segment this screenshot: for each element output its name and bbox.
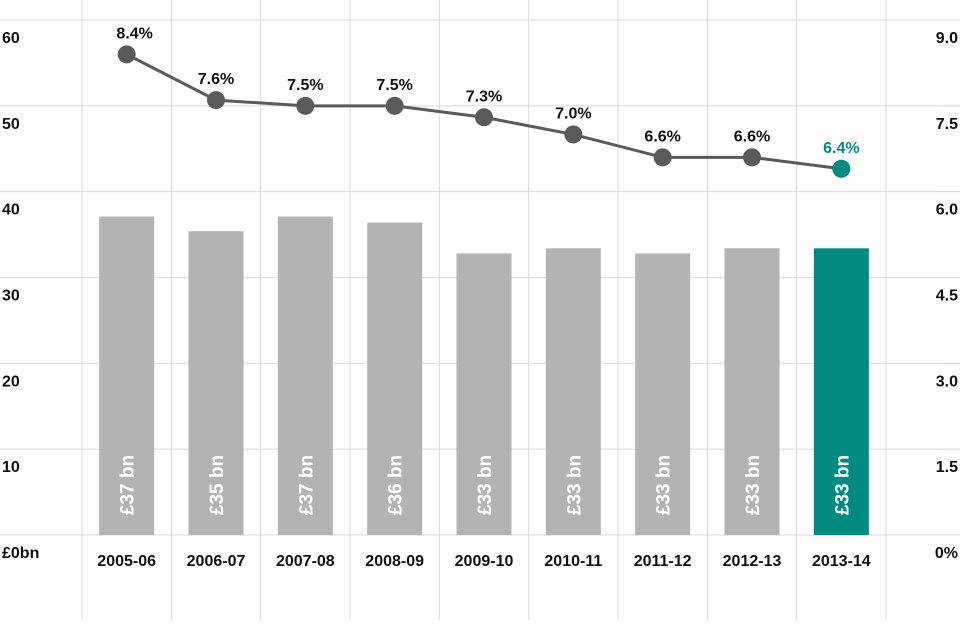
x-tick-label: 2007-08	[276, 553, 335, 570]
bar-label: £33 bn	[564, 455, 585, 515]
y2-tick-label: 1.5	[936, 459, 958, 476]
y2-tick-label: 7.5	[936, 116, 958, 133]
bar	[367, 222, 423, 536]
y2-tick-label: 6.0	[936, 202, 958, 219]
x-tick-label: 2006-07	[187, 553, 246, 570]
point-label: 7.6%	[198, 71, 234, 88]
point	[296, 96, 315, 115]
point-label: 8.4%	[116, 25, 152, 42]
bar-label: £33 bn	[832, 455, 853, 515]
x-tick-label: 2009-10	[455, 553, 514, 570]
bar-label: £36 bn	[386, 455, 407, 515]
bar-label: £37 bn	[118, 455, 139, 515]
point-label: 6.6%	[734, 128, 770, 145]
x-tick-label: 2011-12	[634, 553, 692, 570]
point-label: 7.0%	[555, 105, 591, 122]
bar-label: £33 bn	[743, 455, 764, 515]
y-tick-label: 10	[2, 459, 20, 476]
point	[832, 159, 851, 178]
point-label: 7.5%	[376, 77, 412, 94]
point	[653, 148, 672, 167]
bar	[635, 253, 691, 535]
bar	[724, 248, 780, 536]
x-tick-label: 2008-09	[365, 553, 424, 570]
x-tick-label: 2013-14	[812, 553, 871, 570]
y2-tick-label: 9.0	[936, 30, 958, 47]
bar	[277, 216, 333, 535]
point	[207, 91, 225, 110]
y2-tick-label: 0%	[935, 545, 958, 562]
y2-tick-label: 3.0	[936, 373, 958, 390]
point-label: 7.5%	[287, 77, 323, 94]
y-tick-label: 40	[2, 202, 20, 219]
y-tick-label: £0bn	[2, 545, 39, 562]
bar-label: £33 bn	[654, 455, 675, 515]
x-tick-label: 2010-11	[544, 553, 602, 570]
y-tick-label: 60	[2, 30, 20, 47]
y-tick-label: 20	[2, 373, 20, 390]
bar-label: £33 bn	[475, 455, 496, 515]
point	[385, 96, 404, 115]
bar	[813, 248, 869, 536]
bar	[99, 216, 155, 535]
y-tick-label: 50	[2, 116, 20, 133]
x-tick-label: 2005-06	[97, 553, 156, 570]
point	[564, 125, 583, 144]
point-label: 6.6%	[644, 128, 680, 145]
bar	[545, 248, 601, 536]
bar-label: £37 bn	[296, 455, 317, 515]
point-label: 7.3%	[466, 88, 502, 105]
point-label: 6.4%	[823, 140, 859, 157]
bar	[456, 253, 512, 535]
bar-label: £35 bn	[207, 455, 228, 515]
point	[117, 45, 136, 64]
y2-tick-label: 4.5	[936, 288, 958, 305]
point	[743, 148, 761, 167]
point	[475, 108, 493, 127]
y-tick-label: 30	[2, 288, 20, 305]
bar	[188, 231, 244, 535]
x-tick-label: 2012-13	[723, 553, 782, 570]
